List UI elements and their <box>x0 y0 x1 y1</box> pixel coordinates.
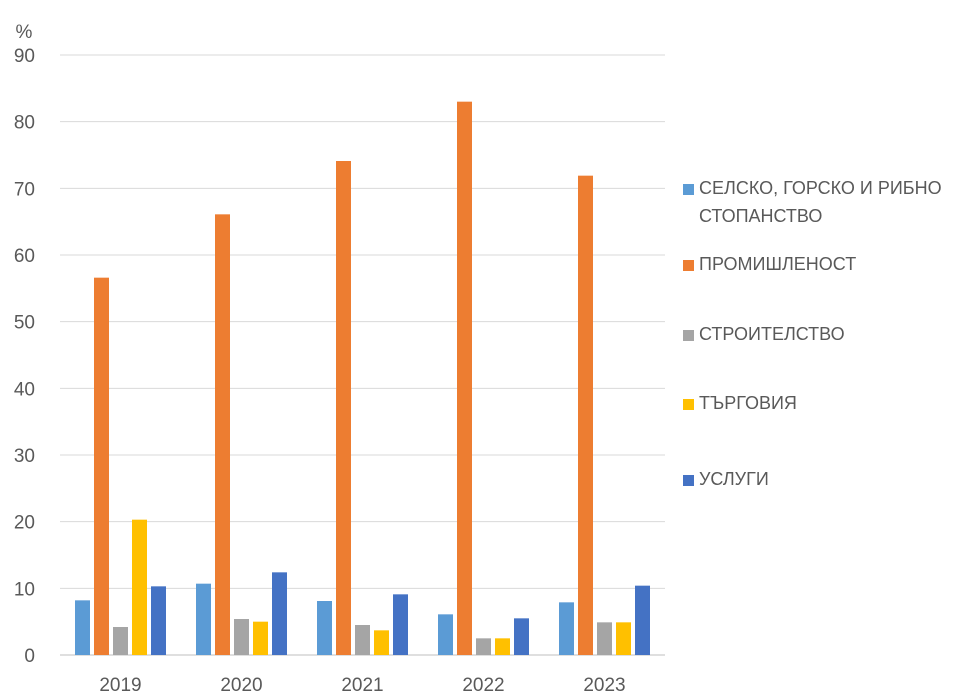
bar-2023-series-1 <box>578 175 593 655</box>
bar-2021-series-3 <box>374 630 389 655</box>
legend-swatch <box>683 184 694 195</box>
x-tick-label: 2022 <box>462 675 504 693</box>
bar-2021-series-0 <box>317 601 332 655</box>
legend-label: ТЪРГОВИЯ <box>699 393 797 413</box>
y-tick-label: 40 <box>14 379 35 400</box>
legend-swatch <box>683 260 694 271</box>
y-tick-label: 50 <box>14 313 35 334</box>
x-tick-label: 2019 <box>99 675 141 693</box>
y-tick-label: 10 <box>14 579 35 600</box>
y-unit-label: % <box>16 22 33 43</box>
y-tick-label: 80 <box>14 113 35 134</box>
bar-2020-series-1 <box>215 214 230 656</box>
bar-2022-series-1 <box>457 101 472 655</box>
bars <box>75 101 650 656</box>
x-tick-label: 2023 <box>583 675 625 693</box>
y-tick-label: 70 <box>14 179 35 200</box>
legend-label: СЕЛСКО, ГОРСКО И РИБНО СТОПАНСТВО <box>699 178 942 226</box>
bar-2022-series-3 <box>495 638 510 655</box>
bar-2023-series-3 <box>616 622 631 655</box>
legend-swatch <box>683 399 694 410</box>
bar-2022-series-4 <box>514 618 529 655</box>
bar-2023-series-0 <box>559 602 574 655</box>
bar-2020-series-2 <box>234 619 249 655</box>
legend-swatch <box>683 330 694 341</box>
bar-2022-series-2 <box>476 638 491 655</box>
y-tick-labels: 0 10 20 30 40 50 60 70 80 90 <box>14 46 35 667</box>
y-tick-label: 0 <box>24 646 35 667</box>
legend-swatch <box>683 475 694 486</box>
bar-2019-series-2 <box>113 627 128 655</box>
legend-item: УСЛУГИ <box>683 469 976 493</box>
legend-item: СЕЛСКО, ГОРСКО И РИБНО СТОПАНСТВО <box>683 178 976 230</box>
bar-2021-series-2 <box>355 625 370 655</box>
bar-2020-series-3 <box>253 621 268 655</box>
x-tick-label: 2021 <box>341 675 383 693</box>
legend-item: СТРОИТЕЛСТВО <box>683 324 976 348</box>
legend-label: УСЛУГИ <box>699 469 769 489</box>
bar-2020-series-0 <box>196 583 211 655</box>
legend-label: ПРОМИШЛЕНОСТ <box>699 254 857 274</box>
bar-2023-series-4 <box>635 585 650 655</box>
y-tick-label: 20 <box>14 513 35 534</box>
bar-2019-series-0 <box>75 600 90 655</box>
legend-label: СТРОИТЕЛСТВО <box>699 324 845 344</box>
legend-item: ПРОМИШЛЕНОСТ <box>683 254 976 278</box>
bar-2020-series-4 <box>272 572 287 655</box>
bar-2023-series-2 <box>597 622 612 655</box>
bar-2019-series-4 <box>151 586 166 655</box>
bar-2019-series-3 <box>132 519 147 655</box>
y-tick-label: 90 <box>14 46 35 67</box>
x-tick-labels: 2019 2020 2021 2022 2023 <box>99 675 625 693</box>
bar-2022-series-0 <box>438 614 453 655</box>
bar-2021-series-1 <box>336 161 351 655</box>
y-tick-label: 30 <box>14 446 35 467</box>
bar-2021-series-4 <box>393 594 408 655</box>
bar-2019-series-1 <box>94 277 109 655</box>
legend-item: ТЪРГОВИЯ <box>683 393 976 417</box>
y-tick-label: 60 <box>14 246 35 267</box>
gridlines <box>60 54 665 656</box>
x-tick-label: 2020 <box>220 675 262 693</box>
